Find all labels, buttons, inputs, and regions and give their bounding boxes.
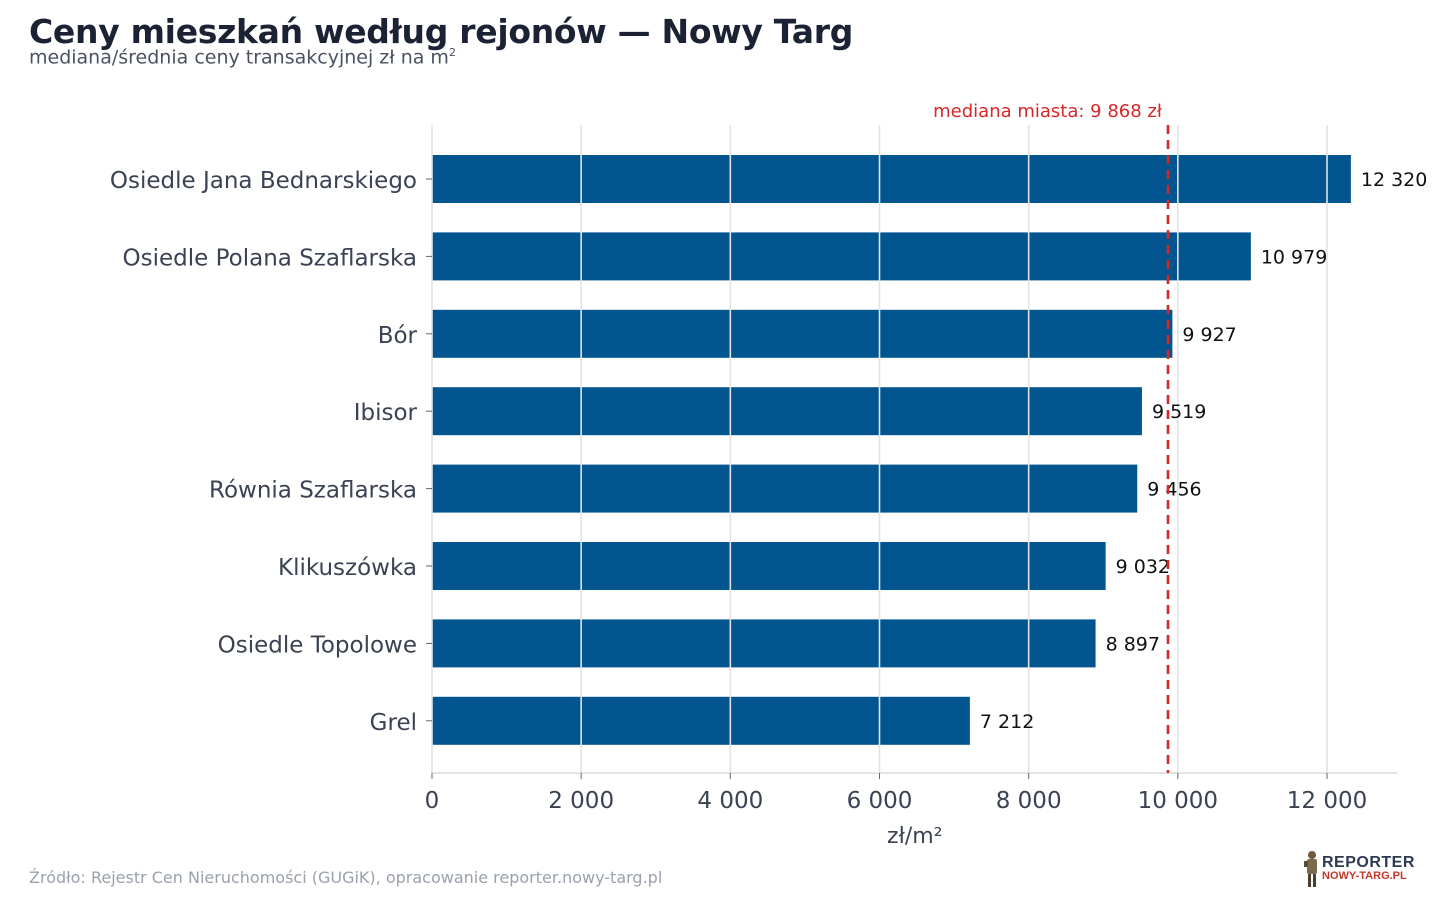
- x-tick-label: 10 000: [1138, 788, 1218, 814]
- x-tick-label: 0: [425, 788, 440, 814]
- logo-text-bottom: NOWY-TARG.PL: [1322, 870, 1407, 882]
- x-tick-label: 2 000: [548, 788, 614, 814]
- bar: [432, 387, 1142, 436]
- bar-chart: 0 2 000 4 000 6 000 8 000 10 000 12 000 zł/m² Os…: [110, 101, 1427, 849]
- value-label: 9 519: [1152, 401, 1206, 423]
- x-tick-label: 4 000: [697, 788, 763, 814]
- logo-text-top: REPORTER: [1322, 854, 1415, 871]
- bar: [432, 232, 1251, 281]
- category-label: Klikuszówka: [278, 555, 417, 581]
- category-label: Ibisor: [354, 400, 418, 426]
- value-label: 9 456: [1147, 479, 1201, 501]
- category-label: Grel: [370, 710, 417, 736]
- category-label: Osiedle Polana Szaflarska: [123, 245, 417, 271]
- category-label: Bór: [378, 323, 418, 349]
- subtitle-text: mediana/średnia ceny transakcyjnej zł na…: [29, 46, 449, 69]
- category-label: Osiedle Topolowe: [218, 632, 417, 658]
- publisher-logo: REPORTER NOWY-TARG.PL: [1302, 850, 1415, 890]
- chart-title: Ceny mieszkań według rejonów — Nowy Targ: [29, 12, 854, 51]
- x-tick-label: 6 000: [847, 788, 913, 814]
- source-note: Źródło: Rejestr Cen Nieruchomości (GUGiK…: [29, 868, 663, 887]
- value-label: 10 979: [1261, 246, 1327, 268]
- bar: [432, 619, 1096, 668]
- x-axis-title: zł/m²: [887, 824, 942, 849]
- bar: [432, 542, 1106, 590]
- reporter-figure-icon: [1304, 851, 1317, 887]
- bar: [432, 696, 970, 745]
- bar: [432, 464, 1138, 513]
- chart-subtitle: mediana/średnia ceny transakcyjnej zł na…: [29, 46, 456, 68]
- median-label: mediana miasta: 9 868 zł: [933, 101, 1163, 122]
- value-label: 8 897: [1106, 633, 1160, 655]
- x-tick-label: 8 000: [996, 788, 1062, 814]
- x-tick-label: 12 000: [1287, 788, 1367, 814]
- value-label: 7 212: [980, 711, 1034, 733]
- subtitle-superscript: 2: [448, 46, 456, 59]
- bar: [432, 309, 1173, 358]
- value-label: 9 927: [1182, 324, 1236, 346]
- bar: [432, 155, 1351, 203]
- category-label: Osiedle Jana Bednarskiego: [110, 168, 417, 194]
- value-label: 9 032: [1116, 556, 1170, 578]
- value-label: 12 320: [1361, 169, 1427, 191]
- category-label: Równia Szaflarska: [209, 478, 417, 504]
